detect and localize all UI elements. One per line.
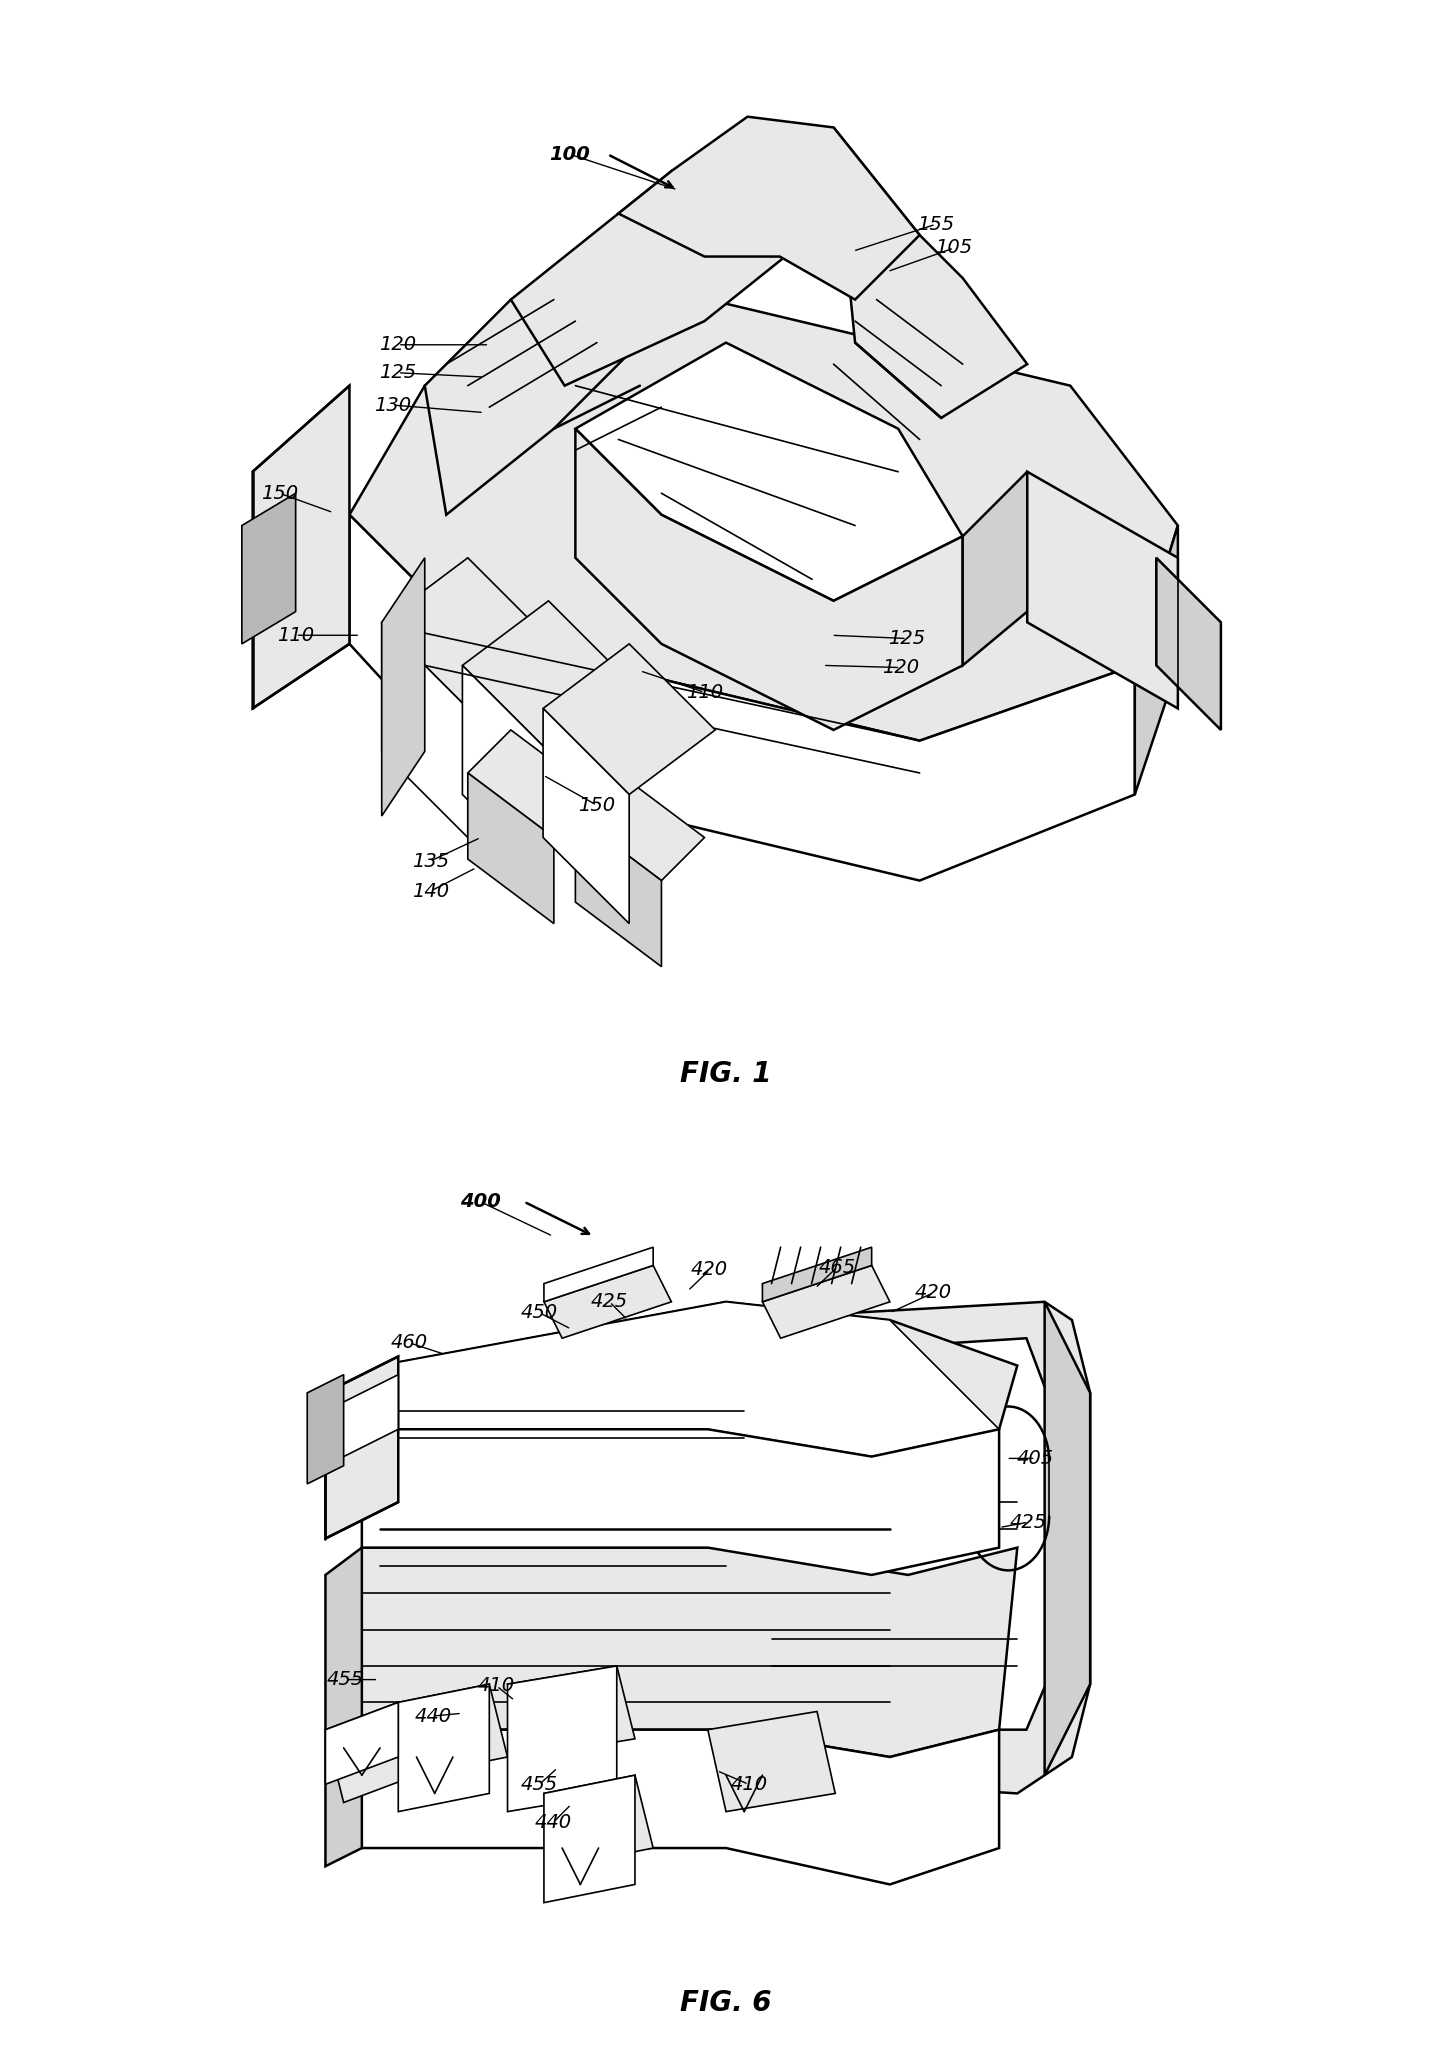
Text: 120: 120: [379, 335, 417, 354]
Polygon shape: [362, 1430, 999, 1575]
Polygon shape: [382, 559, 425, 815]
Text: 460: 460: [391, 1332, 428, 1353]
Text: 140: 140: [411, 881, 449, 900]
Text: 155: 155: [918, 215, 954, 234]
Text: 440: 440: [414, 1707, 452, 1726]
Text: 150: 150: [261, 484, 298, 503]
Polygon shape: [462, 600, 635, 751]
Text: 405: 405: [1016, 1448, 1054, 1467]
Polygon shape: [344, 1730, 999, 1885]
Polygon shape: [511, 170, 812, 385]
Text: 120: 120: [881, 658, 919, 677]
Polygon shape: [619, 116, 919, 300]
Polygon shape: [544, 1266, 671, 1339]
Polygon shape: [762, 1266, 890, 1339]
Polygon shape: [362, 1301, 1018, 1457]
Polygon shape: [398, 1684, 489, 1812]
Polygon shape: [325, 1374, 398, 1465]
Text: 425: 425: [591, 1293, 629, 1312]
Polygon shape: [462, 666, 549, 881]
Polygon shape: [350, 277, 1178, 741]
Text: 420: 420: [915, 1283, 953, 1301]
Polygon shape: [963, 472, 1027, 666]
Text: 135: 135: [411, 852, 449, 871]
Text: 455: 455: [521, 1775, 558, 1794]
Polygon shape: [543, 708, 629, 923]
Text: 110: 110: [277, 625, 314, 646]
Polygon shape: [382, 623, 468, 838]
Text: 110: 110: [685, 683, 723, 701]
Polygon shape: [575, 343, 963, 600]
Polygon shape: [508, 1666, 635, 1757]
Text: 410: 410: [478, 1676, 515, 1695]
Text: 465: 465: [819, 1258, 855, 1277]
Polygon shape: [468, 774, 553, 923]
Polygon shape: [362, 1301, 999, 1457]
Polygon shape: [468, 730, 597, 838]
Polygon shape: [398, 1684, 508, 1775]
Polygon shape: [325, 1703, 417, 1802]
Polygon shape: [382, 559, 553, 708]
Text: 400: 400: [460, 1192, 501, 1210]
Polygon shape: [575, 774, 704, 881]
Polygon shape: [325, 1703, 398, 1783]
Polygon shape: [575, 815, 662, 966]
Text: 450: 450: [521, 1303, 558, 1322]
Polygon shape: [575, 428, 963, 730]
Polygon shape: [745, 1339, 1054, 1730]
Polygon shape: [350, 515, 1135, 881]
Polygon shape: [544, 1248, 653, 1301]
Polygon shape: [726, 1301, 1090, 1794]
Polygon shape: [425, 277, 640, 515]
Text: 105: 105: [935, 238, 973, 257]
Polygon shape: [544, 1775, 653, 1866]
Polygon shape: [308, 1374, 344, 1483]
Text: 130: 130: [375, 395, 411, 414]
Polygon shape: [325, 1357, 398, 1539]
Text: 125: 125: [379, 364, 417, 383]
Polygon shape: [762, 1248, 871, 1301]
Polygon shape: [1156, 559, 1221, 730]
Text: 455: 455: [327, 1670, 364, 1688]
Text: 150: 150: [578, 797, 616, 815]
Polygon shape: [543, 643, 716, 794]
Text: 100: 100: [549, 145, 591, 163]
Polygon shape: [325, 1548, 362, 1866]
Polygon shape: [1135, 526, 1178, 794]
Text: FIG. 6: FIG. 6: [680, 1988, 772, 2017]
Text: 410: 410: [730, 1775, 767, 1794]
Polygon shape: [253, 385, 350, 708]
Polygon shape: [833, 128, 1027, 418]
Text: 125: 125: [889, 629, 925, 648]
Polygon shape: [1044, 1301, 1090, 1775]
Polygon shape: [1027, 472, 1178, 708]
Polygon shape: [544, 1775, 635, 1903]
Polygon shape: [242, 492, 296, 643]
Text: 425: 425: [1009, 1512, 1047, 1531]
Text: 440: 440: [534, 1812, 572, 1831]
Polygon shape: [344, 1548, 1018, 1757]
Polygon shape: [707, 1711, 835, 1812]
Text: FIG. 1: FIG. 1: [680, 1059, 772, 1088]
Polygon shape: [508, 1666, 617, 1812]
Text: 420: 420: [691, 1260, 727, 1279]
